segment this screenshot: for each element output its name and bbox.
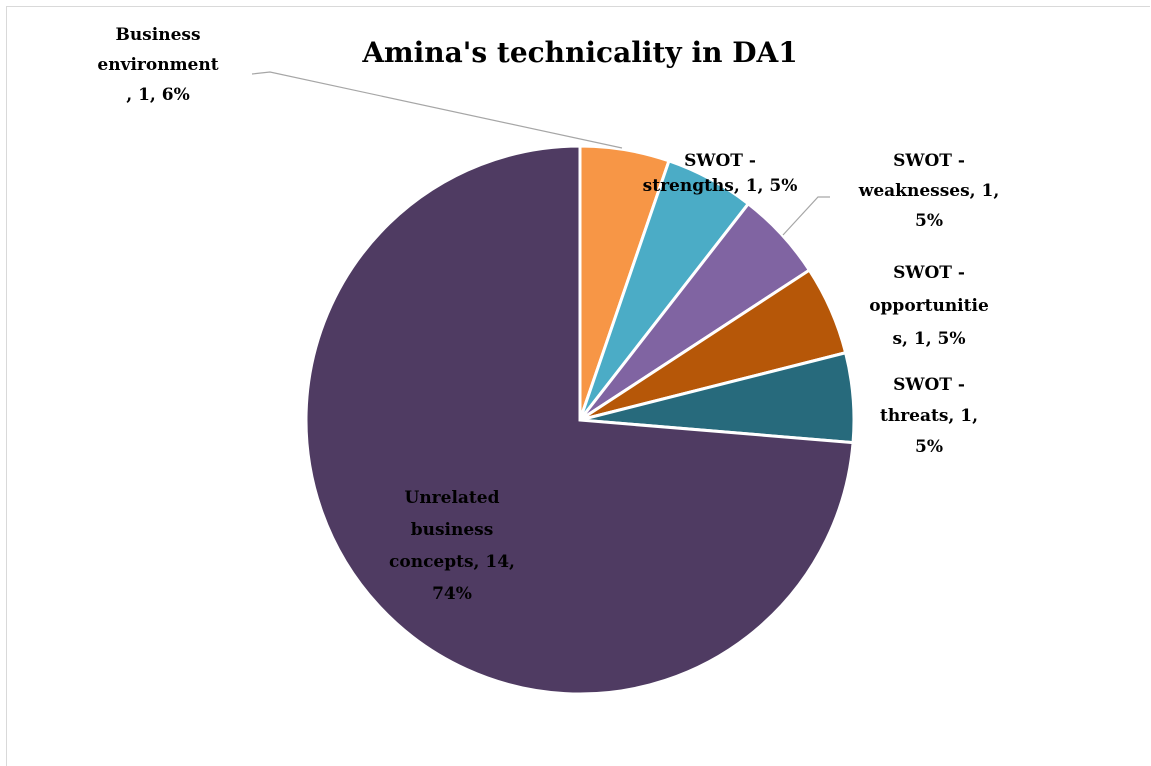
data-label-line: business: [411, 520, 494, 540]
data-label-line: 5%: [915, 437, 943, 457]
data-label-line: SWOT -: [893, 151, 965, 171]
data-label-line: SWOT -: [684, 151, 756, 171]
leader-lines: [251, 71, 830, 236]
data-label-line: SWOT -: [893, 375, 965, 395]
data-label-line: weaknesses, 1,: [858, 181, 1000, 201]
data-label-swot-strengths: SWOT - strengths, 1, 5%: [643, 151, 798, 196]
data-label-line: strengths, 1, 5%: [643, 176, 798, 196]
leader-line-business-environment: [251, 71, 623, 149]
data-label-line: threats, 1,: [880, 406, 978, 426]
data-label-line: SWOT -: [893, 263, 965, 283]
data-label-line: Business: [115, 25, 200, 45]
data-label-line: concepts, 14,: [389, 552, 515, 572]
pie-slice-unrelated-business-concepts: [304, 144, 855, 696]
data-label-business-environment: Business environment , 1, 6%: [97, 25, 218, 105]
data-label-line: s, 1, 5%: [892, 329, 965, 349]
data-label-line: , 1, 6%: [126, 85, 189, 105]
data-label-swot-weaknesses: SWOT - weaknesses, 1, 5%: [858, 151, 1000, 231]
data-label-swot-opportunities: SWOT - opportunitie s, 1, 5%: [869, 263, 989, 349]
data-label-swot-threats: SWOT - threats, 1, 5%: [880, 375, 978, 457]
data-label-line: opportunitie: [869, 296, 989, 316]
pie-slices: [304, 144, 856, 696]
data-label-line: 74%: [432, 584, 472, 604]
data-label-line: Unrelated: [405, 488, 500, 508]
data-labels: Business environment , 1, 6% SWOT - strength…: [97, 25, 999, 604]
chart-title: Amina's technicality in DA1: [361, 36, 797, 69]
leader-line-swot-weaknesses: [782, 196, 830, 236]
data-label-line: 5%: [915, 211, 943, 231]
data-label-line: environment: [97, 55, 218, 75]
data-label-unrelated-business-concepts: Unrelated business concepts, 14, 74%: [389, 488, 515, 604]
